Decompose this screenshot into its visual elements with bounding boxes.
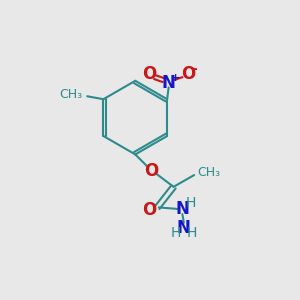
Text: O: O <box>144 162 159 180</box>
Text: O: O <box>142 201 156 219</box>
Text: H: H <box>170 226 181 240</box>
Text: O: O <box>142 65 157 83</box>
Text: O: O <box>181 65 195 83</box>
Text: H: H <box>185 196 196 210</box>
Text: H: H <box>187 226 197 240</box>
Text: CH₃: CH₃ <box>197 166 220 178</box>
Text: N: N <box>162 74 176 92</box>
Text: CH₃: CH₃ <box>60 88 83 101</box>
Text: N: N <box>176 200 189 218</box>
Text: N: N <box>177 219 191 237</box>
Text: +: + <box>170 73 180 83</box>
Text: -: - <box>191 62 197 76</box>
